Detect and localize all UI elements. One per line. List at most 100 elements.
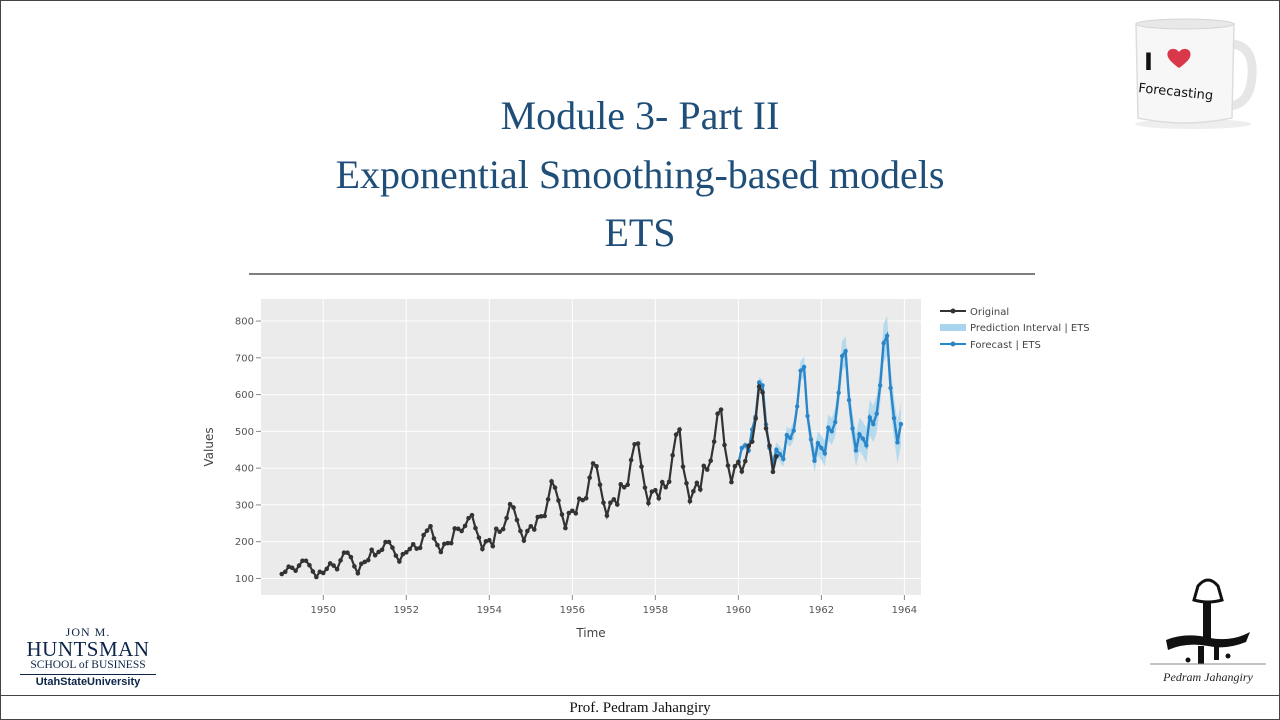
footer-divider — [0, 695, 1280, 696]
forecast-point — [895, 440, 900, 445]
forecast-point — [784, 432, 789, 438]
x-tick-label: 1958 — [643, 605, 668, 616]
forecast-point — [857, 432, 862, 437]
legend-item-forecast[interactable]: Forecast | ETS — [940, 340, 1041, 351]
original-point — [767, 443, 772, 449]
y-tick-label: 100 — [235, 574, 254, 585]
original-point — [487, 537, 492, 543]
y-tick-label: 800 — [235, 317, 254, 328]
x-tick-label: 1960 — [726, 605, 751, 616]
original-point — [528, 523, 534, 529]
original-point — [379, 547, 385, 553]
original-point — [611, 497, 617, 502]
original-point — [310, 569, 316, 574]
slide-title-line1: Module 3- Part II — [500, 93, 780, 138]
huntsman-school-logo: JON M. HUNTSMAN SCHOOL of BUSINESS UtahS… — [20, 625, 156, 689]
forecast-point — [860, 436, 866, 441]
original-point — [774, 454, 779, 459]
legend-item-interval[interactable]: Prediction Interval | ETS — [940, 323, 1090, 334]
original-point — [642, 485, 648, 490]
forecast-point — [884, 333, 890, 338]
original-point — [687, 498, 693, 504]
forecast-point — [739, 445, 745, 451]
forecast-point — [829, 429, 834, 434]
original-point — [504, 515, 509, 521]
forecast-point — [819, 445, 824, 451]
y-axis-label: Values — [202, 427, 216, 466]
original-point — [410, 541, 416, 547]
original-point — [507, 501, 513, 507]
original-point — [756, 384, 762, 389]
original-point — [383, 539, 388, 545]
y-tick-label: 300 — [235, 500, 254, 511]
original-point — [594, 464, 599, 469]
original-point — [286, 564, 291, 569]
original-point — [556, 498, 561, 503]
original-point — [352, 564, 357, 569]
original-point — [497, 529, 502, 535]
original-point — [538, 514, 544, 519]
original-point — [732, 464, 738, 469]
original-point — [736, 459, 741, 465]
original-point — [320, 570, 326, 576]
original-point — [514, 517, 520, 523]
original-point — [490, 543, 496, 549]
forecast-point — [822, 451, 828, 456]
forecast-point — [798, 368, 803, 373]
original-point — [566, 510, 572, 516]
original-point — [525, 528, 530, 534]
original-point — [649, 489, 655, 494]
original-point — [431, 536, 437, 541]
forecast-point — [846, 397, 852, 403]
original-point — [455, 526, 461, 532]
y-tick-label: 600 — [235, 390, 254, 401]
forecast-point — [871, 421, 876, 427]
original-point — [345, 550, 350, 556]
original-point — [760, 390, 765, 395]
original-point — [715, 411, 720, 417]
original-point — [355, 571, 361, 576]
original-point — [518, 528, 523, 534]
original-point — [725, 463, 731, 468]
x-tick-label: 1964 — [892, 605, 917, 616]
y-axis-ticks: 100 200 300 400 500 600 700 800 — [235, 317, 261, 585]
original-point — [338, 558, 343, 563]
original-point — [466, 515, 471, 521]
x-tick-label: 1954 — [477, 605, 502, 616]
x-axis-label: Time — [575, 626, 605, 640]
original-point — [459, 528, 464, 534]
original-point — [480, 546, 485, 552]
original-point — [428, 523, 433, 529]
original-point — [296, 563, 302, 568]
original-point — [376, 549, 381, 555]
original-point — [680, 464, 686, 469]
svg-text:I: I — [1144, 48, 1153, 76]
original-point — [469, 512, 475, 518]
original-point — [601, 500, 606, 506]
original-point — [653, 487, 658, 493]
original-point — [659, 479, 665, 485]
forecast-point — [774, 447, 779, 452]
original-point — [673, 432, 679, 437]
legend-item-original[interactable]: Original — [940, 307, 1009, 318]
forecast-point — [874, 411, 879, 416]
original-point — [500, 526, 506, 532]
original-point — [646, 500, 651, 506]
original-point — [666, 479, 672, 485]
forecast-point — [843, 349, 848, 354]
original-point — [739, 469, 745, 474]
original-points — [279, 384, 779, 580]
original-point — [694, 480, 700, 486]
instructor-calligraphy-logo — [1150, 578, 1266, 665]
original-point — [691, 489, 696, 494]
original-point — [549, 479, 554, 484]
original-point — [407, 546, 413, 552]
original-point — [722, 442, 727, 448]
original-point — [535, 514, 541, 520]
original-point — [684, 480, 689, 486]
forecast-point — [760, 383, 765, 388]
original-point — [334, 566, 340, 572]
original-point — [563, 525, 568, 531]
original-point — [677, 427, 682, 432]
